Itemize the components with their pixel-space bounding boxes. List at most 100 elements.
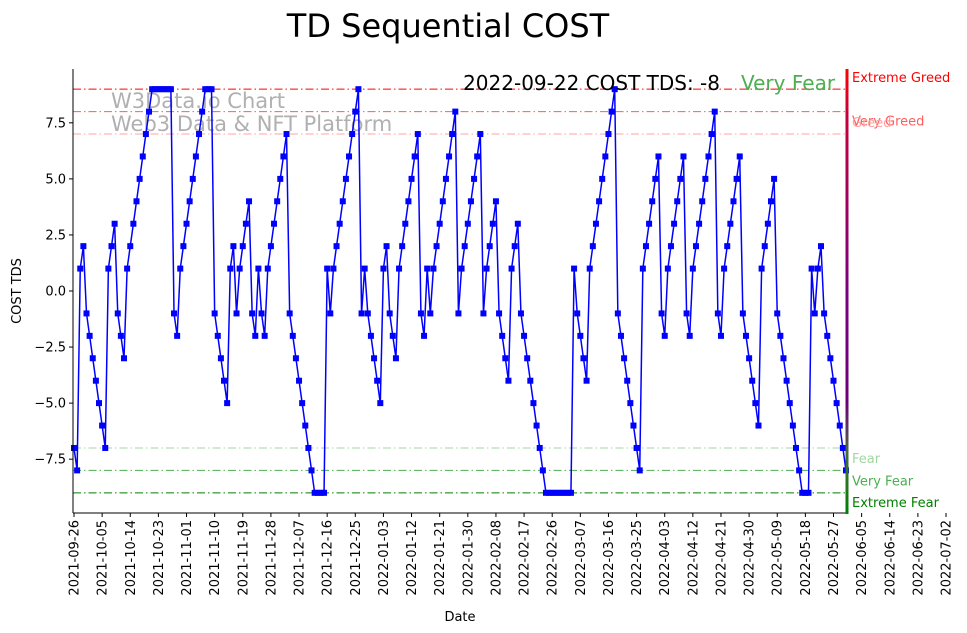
data-point: [227, 265, 234, 272]
data-point: [352, 108, 359, 115]
data-point: [571, 265, 578, 272]
data-point: [180, 243, 187, 250]
data-point: [649, 198, 656, 205]
data-point: [611, 86, 618, 93]
data-point: [314, 489, 321, 496]
data-point: [633, 444, 640, 451]
y-tick-label: −5.0: [34, 397, 66, 412]
data-point: [224, 400, 231, 407]
x-tick-label: 2021-12-25: [349, 520, 364, 596]
x-tick-label: 2021-10-14: [124, 520, 139, 596]
x-tick-label: 2022-03-16: [602, 520, 617, 596]
data-point: [174, 332, 181, 339]
x-tick-label: 2022-03-25: [630, 520, 645, 596]
data-point: [539, 467, 546, 474]
data-point: [371, 355, 378, 362]
data-point: [186, 198, 193, 205]
data-point: [86, 332, 93, 339]
data-point: [808, 265, 815, 272]
data-point: [242, 220, 249, 227]
x-tick-label: 2021-09-26: [68, 520, 83, 596]
data-point: [167, 86, 174, 93]
data-point: [449, 131, 456, 138]
data-point: [583, 377, 590, 384]
data-point: [433, 243, 440, 250]
data-point: [596, 198, 603, 205]
data-point: [521, 332, 528, 339]
y-tick-label: 0.0: [45, 285, 66, 300]
x-tick-label: 2021-11-01: [180, 520, 195, 596]
data-point: [708, 131, 715, 138]
x-tick-label: 2022-01-03: [377, 520, 392, 596]
data-point: [364, 310, 371, 317]
x-tick-label: 2022-02-26: [546, 520, 561, 596]
data-point: [474, 153, 481, 160]
data-point: [430, 265, 437, 272]
x-tick-label: 2021-12-07: [293, 520, 308, 596]
data-point: [830, 377, 837, 384]
data-point: [133, 198, 140, 205]
data-point: [480, 310, 487, 317]
data-point: [289, 332, 296, 339]
data-point: [833, 400, 840, 407]
data-point: [396, 265, 403, 272]
data-point: [89, 355, 96, 362]
data-point: [124, 265, 131, 272]
data-point: [249, 310, 256, 317]
data-point: [549, 489, 556, 496]
data-point: [749, 377, 756, 384]
y-tick-label: 7.5: [45, 116, 66, 131]
data-point: [317, 489, 324, 496]
data-point: [664, 265, 671, 272]
data-point: [796, 467, 803, 474]
data-point: [486, 243, 493, 250]
data-point: [608, 108, 615, 115]
y-tick-label: −7.5: [34, 453, 66, 468]
data-point: [389, 332, 396, 339]
data-point: [630, 422, 637, 429]
data-point: [558, 489, 565, 496]
data-point: [299, 400, 306, 407]
data-point: [671, 220, 678, 227]
data-point: [196, 131, 203, 138]
data-point: [621, 355, 628, 362]
data-point: [677, 175, 684, 182]
data-point: [683, 310, 690, 317]
y-tick-label: 2.5: [45, 228, 66, 243]
data-point: [602, 153, 609, 160]
data-point: [792, 444, 799, 451]
data-point: [80, 243, 87, 250]
data-point: [346, 153, 353, 160]
data-point: [624, 377, 631, 384]
x-tick-label: 2021-10-23: [152, 520, 167, 596]
x-tick-label: 2021-11-10: [208, 520, 223, 596]
data-point: [324, 265, 331, 272]
data-point: [161, 86, 168, 93]
data-point: [71, 444, 77, 451]
data-point: [336, 220, 343, 227]
data-point: [77, 265, 84, 272]
data-point: [108, 243, 115, 250]
data-point: [527, 377, 534, 384]
watermark: W3Data.io Chart Web3 Data & NFT Platform: [111, 89, 392, 136]
data-point: [286, 310, 293, 317]
data-point: [733, 175, 740, 182]
data-point: [589, 243, 596, 250]
data-point: [574, 310, 581, 317]
data-point: [292, 355, 299, 362]
data-point: [730, 198, 737, 205]
data-point: [252, 332, 259, 339]
data-point: [592, 220, 599, 227]
threshold-label: Very Greed: [852, 115, 924, 130]
data-point: [452, 108, 459, 115]
data-point: [499, 332, 506, 339]
x-tick-label: 2022-06-05: [855, 520, 870, 596]
x-tick-label: 2022-05-09: [771, 520, 786, 596]
data-point: [164, 86, 171, 93]
data-point: [818, 243, 824, 250]
threshold-label: Extreme Greed: [852, 71, 950, 86]
data-point: [471, 175, 478, 182]
data-point: [736, 153, 743, 160]
data-point: [102, 444, 109, 451]
x-tick-label: 2021-10-05: [96, 520, 111, 596]
